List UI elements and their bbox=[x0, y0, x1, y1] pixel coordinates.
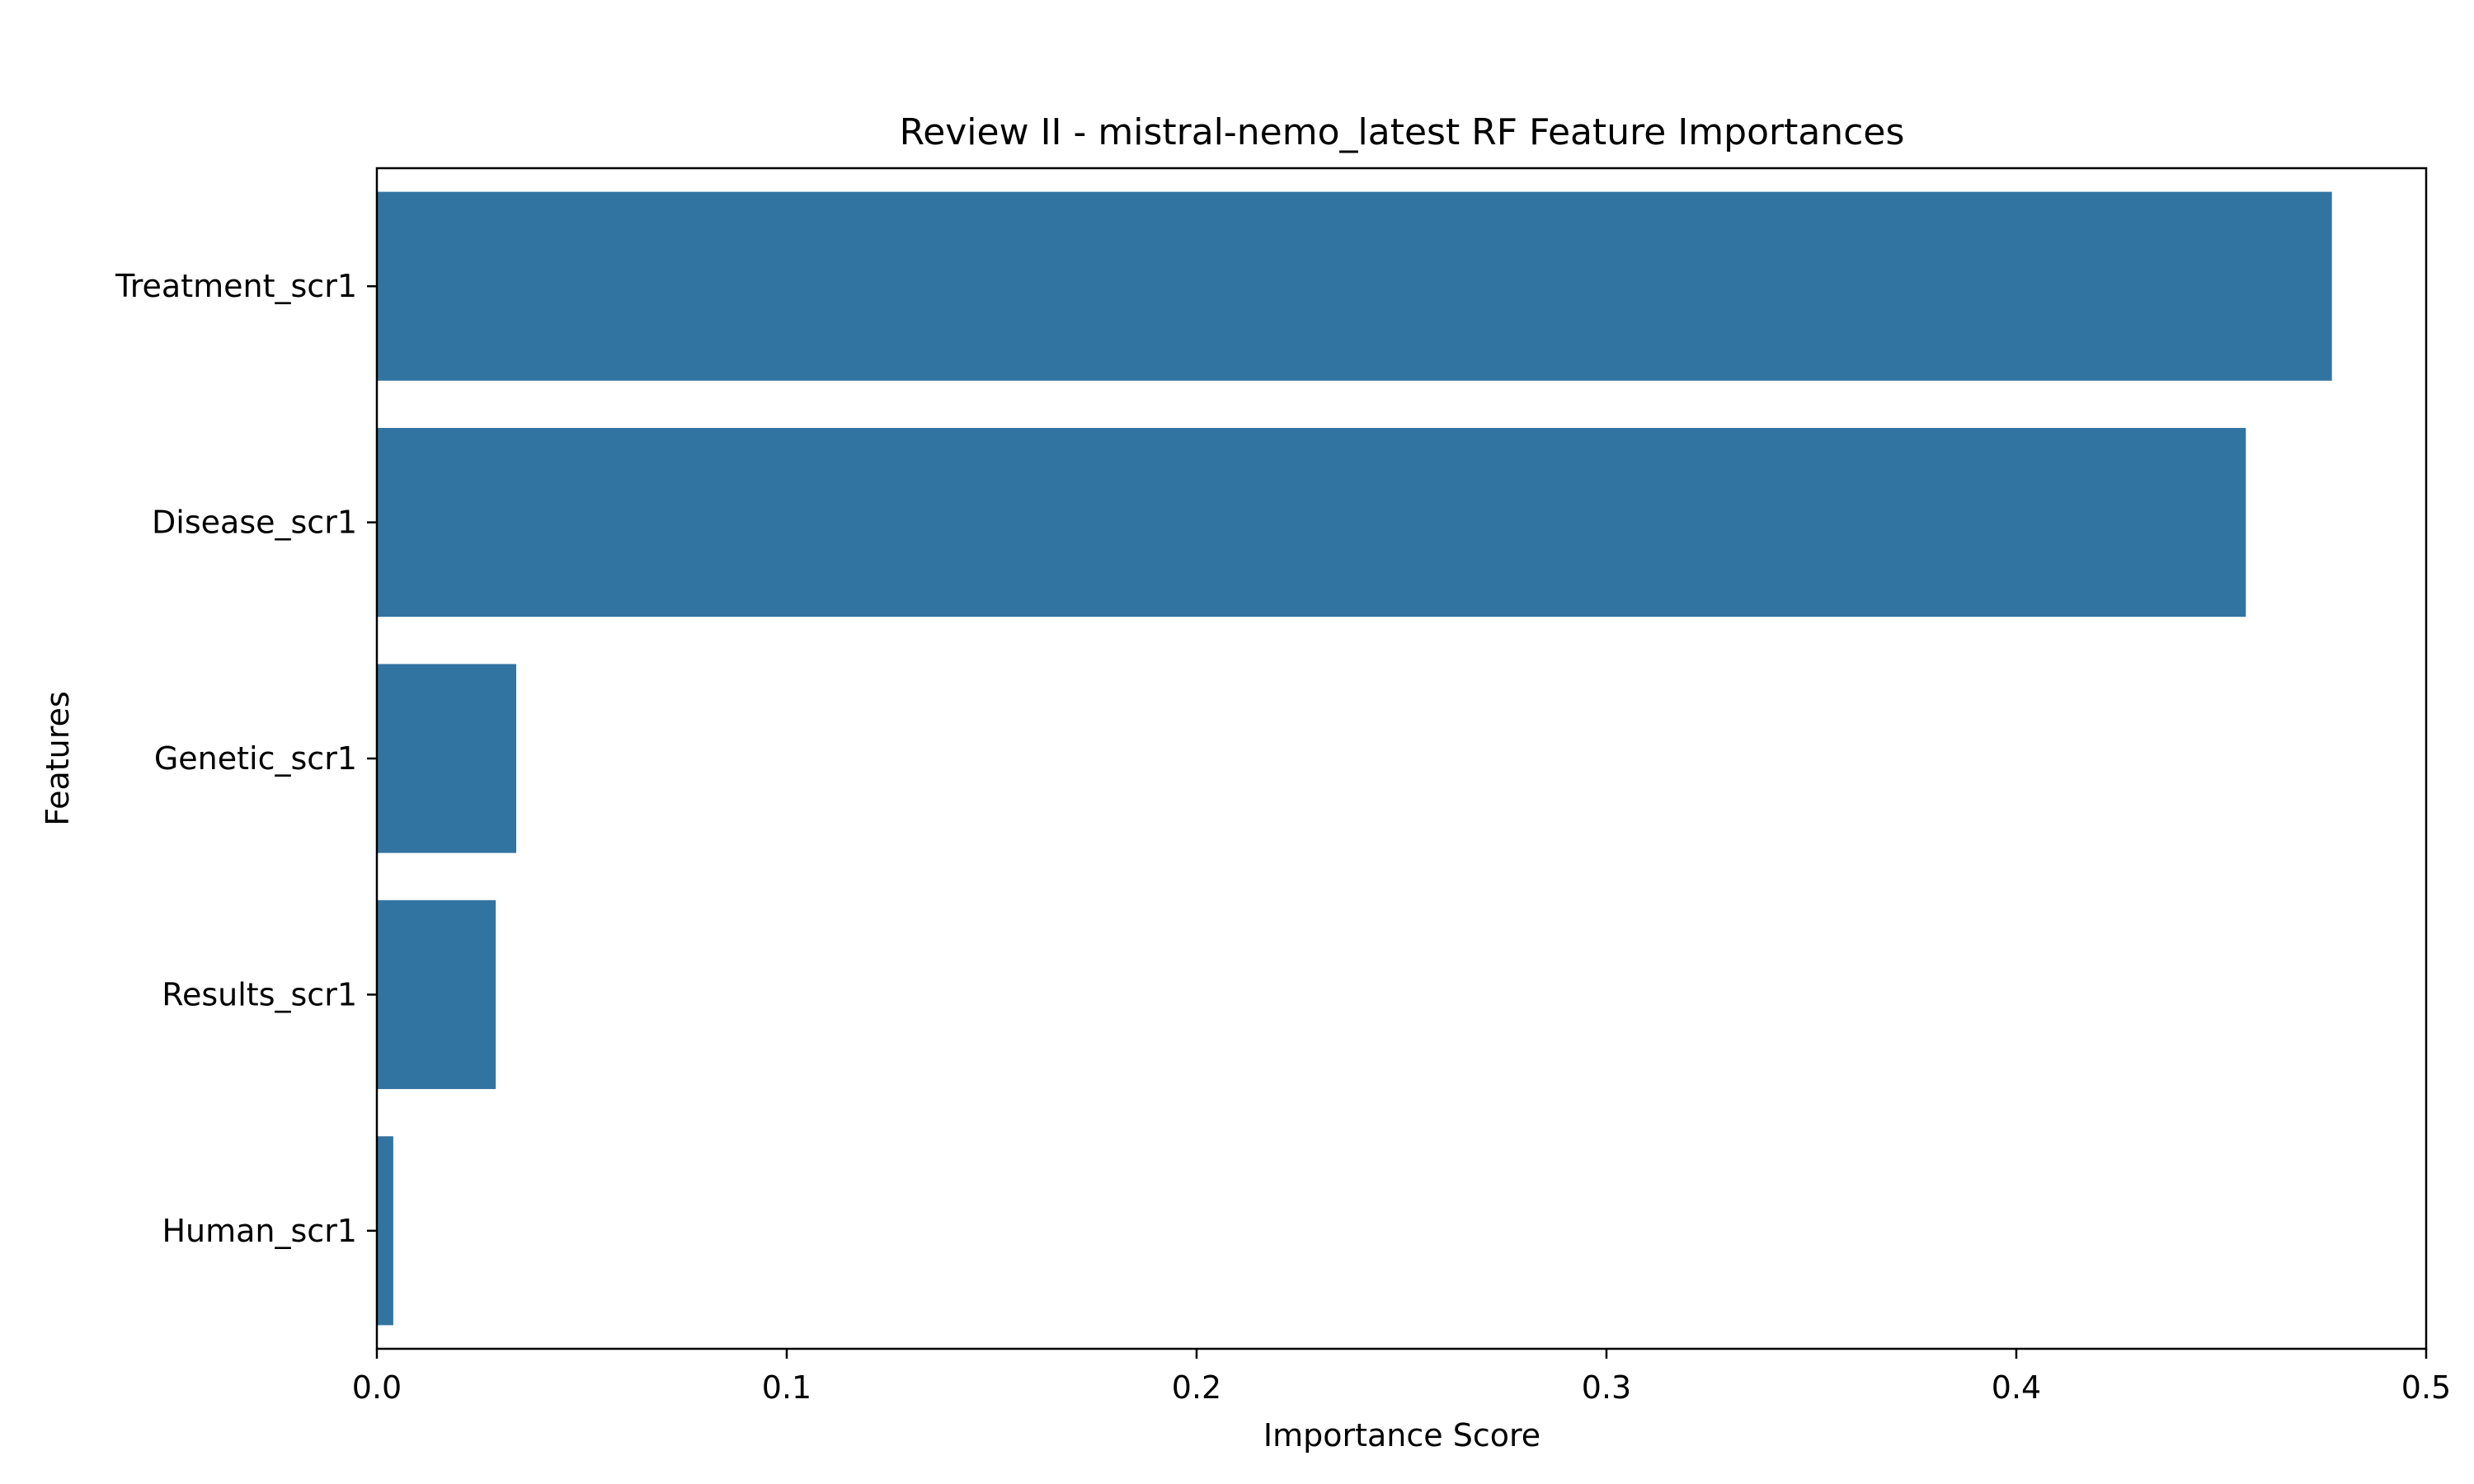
bar-results-scr1 bbox=[377, 899, 496, 1089]
y-axis-label: Features bbox=[40, 691, 76, 825]
bars-group bbox=[377, 191, 2332, 1326]
y-tick-label: Treatment_scr1 bbox=[115, 268, 357, 304]
x-axis: 0.0 0.1 0.2 0.3 0.4 0.5 bbox=[352, 1349, 2451, 1406]
x-tick-label: 0.0 bbox=[352, 1369, 402, 1406]
x-tick-label: 0.3 bbox=[1582, 1369, 1631, 1406]
y-axis: Treatment_scr1 Disease_scr1 Genetic_scr1 Re… bbox=[115, 268, 377, 1249]
bar-genetic-scr1 bbox=[377, 664, 516, 853]
x-tick-label: 0.1 bbox=[762, 1369, 811, 1406]
x-axis-label: Importance Score bbox=[1263, 1417, 1540, 1453]
bar-human-scr1 bbox=[377, 1136, 393, 1326]
y-tick-label: Disease_scr1 bbox=[152, 505, 357, 541]
x-tick-label: 0.5 bbox=[2401, 1369, 2451, 1406]
x-tick-label: 0.4 bbox=[1992, 1369, 2041, 1406]
y-tick-label: Results_scr1 bbox=[162, 976, 357, 1012]
x-tick-label: 0.2 bbox=[1172, 1369, 1221, 1406]
bar-disease-scr1 bbox=[377, 428, 2246, 618]
y-tick-label: Human_scr1 bbox=[162, 1213, 357, 1249]
y-tick-label: Genetic_scr1 bbox=[154, 740, 357, 777]
chart-title: Review II - mistral-nemo_latest RF Featu… bbox=[900, 111, 1905, 153]
bar-treatment-scr1 bbox=[377, 191, 2332, 381]
